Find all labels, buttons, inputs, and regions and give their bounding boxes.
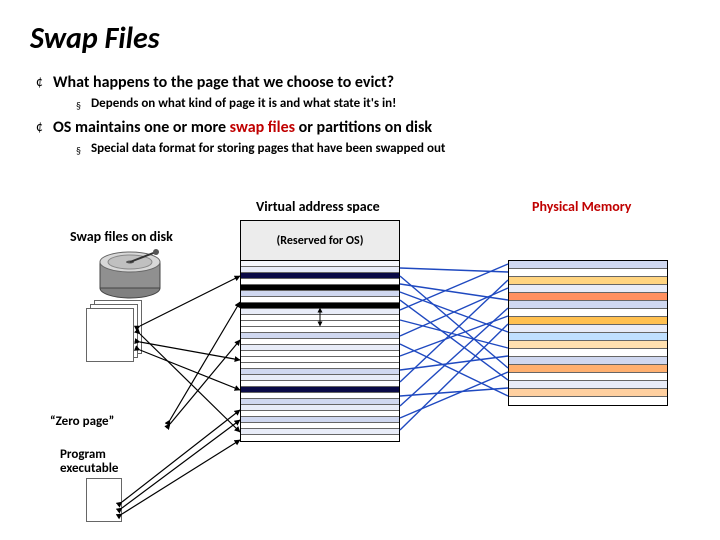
connection-lines <box>0 0 720 540</box>
